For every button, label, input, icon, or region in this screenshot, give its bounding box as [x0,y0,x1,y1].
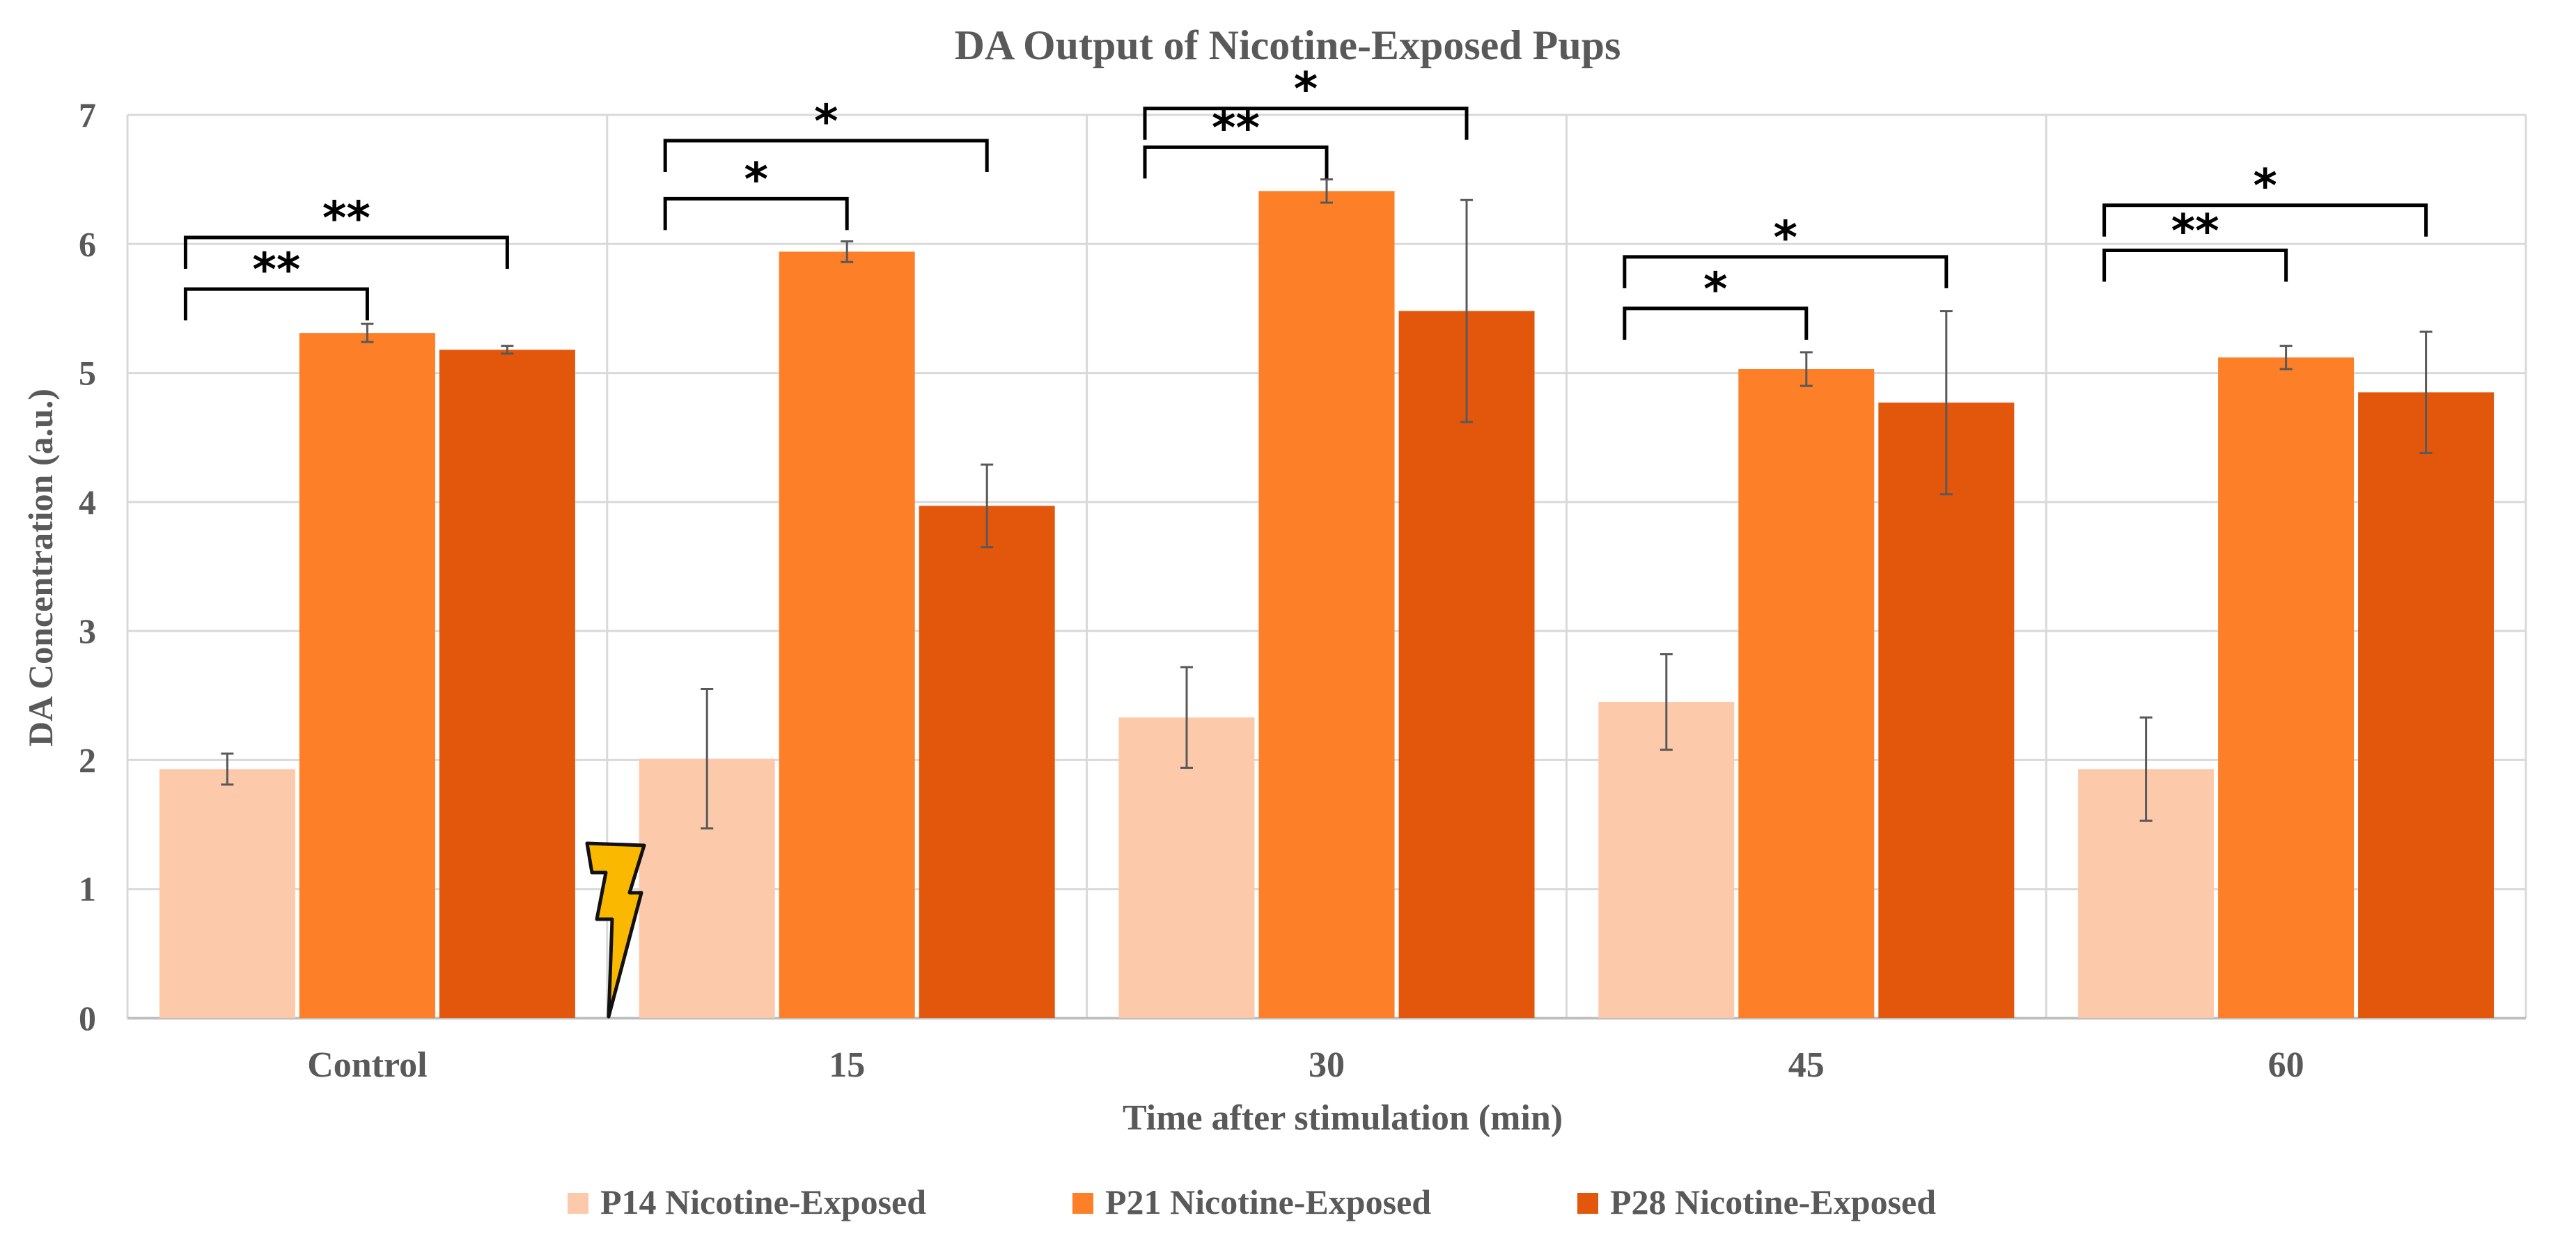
y-tick-label: 4 [79,483,96,522]
chart-title: DA Output of Nicotine-Exposed Pups [955,22,1621,68]
significance-bracket [1143,107,1469,140]
x-tick-label: Control [307,1045,427,1085]
bar-p21-control [299,333,435,1019]
x-axis-ticks: Control 15 30 45 60 [307,1045,2304,1085]
legend: P14 Nicotine-Exposed P21 Nicotine-Exposed… [568,1182,1936,1221]
bar-p21-15 [779,251,915,1019]
bar-p14-45 [1598,702,1735,1018]
y-tick-label: 0 [79,999,96,1038]
y-axis-ticks: 0 1 2 3 4 5 6 7 [79,95,96,1038]
significance-label: * [2253,159,2277,213]
bar-p28-control [439,350,575,1019]
significance-bracket [183,235,509,269]
significance-label: ** [252,243,300,297]
y-tick-label: 3 [79,611,96,650]
significance-bracket [663,139,989,173]
bar-p28-15 [919,506,1055,1018]
significance-bracket [1623,255,1949,288]
y-tick-label: 7 [79,95,96,134]
bar-p28-45 [1878,403,2015,1018]
bar-p28-60 [2358,392,2495,1018]
significance-bracket [663,196,849,231]
bar-p21-60 [2218,357,2355,1018]
significance-label: * [1774,211,1798,265]
bars [159,191,2495,1019]
significance-bracket [1143,145,1329,179]
significance-label: * [814,95,838,148]
y-tick-label: 2 [79,740,96,779]
legend-label: P28 Nicotine-Exposed [1610,1182,1936,1221]
bar-p28-30 [1398,311,1535,1018]
significance-label: * [1703,263,1728,316]
legend-label: P21 Nicotine-Exposed [1105,1182,1431,1221]
x-tick-label: 45 [1788,1045,1825,1085]
significance-bracket [1623,306,1809,340]
significance-brackets: ****** ***** *** [183,63,2428,340]
significance-label: * [744,153,768,206]
bar-p14-control [159,769,295,1018]
significance-bracket [2102,249,2288,282]
significance-bracket [183,287,369,321]
y-tick-label: 1 [79,870,96,909]
significance-bracket [2102,203,2428,237]
bar-p21-30 [1258,191,1395,1018]
legend-label: P14 Nicotine-Exposed [600,1182,926,1221]
significance-label: * [1294,63,1318,116]
x-axis-label: Time after stimulation (min) [1123,1098,1563,1138]
y-axis-label: DA Concentration (a.u.) [21,389,60,747]
y-tick-label: 6 [79,224,96,263]
bar-p21-45 [1738,369,1875,1018]
error-bars [221,178,2433,830]
legend-swatch [1072,1193,1093,1214]
x-tick-label: 15 [829,1045,865,1085]
significance-label: ** [2171,205,2219,258]
x-tick-label: 60 [2268,1045,2304,1085]
x-tick-label: 30 [1309,1045,1345,1085]
lightning-icon [585,841,646,1019]
y-tick-label: 5 [79,354,96,393]
legend-swatch [568,1193,588,1214]
legend-swatch [1577,1193,1598,1214]
significance-label: ** [322,192,370,245]
